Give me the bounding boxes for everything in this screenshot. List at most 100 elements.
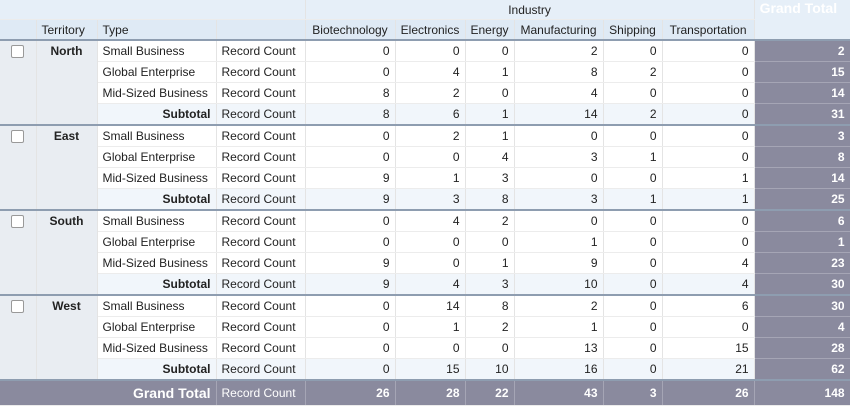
row-total: 1 [754, 231, 850, 253]
measure: Record Count [216, 379, 306, 406]
count: 1 [465, 103, 515, 126]
count: 10 [514, 273, 604, 296]
select-cell [0, 39, 37, 126]
row: East Small Business Record Count 0 2 1 0 0 0 3 [0, 124, 850, 211]
count: 1 [395, 167, 466, 189]
measure: Record Count [216, 209, 306, 232]
row: Grand Total Record Count 26 28 22 43 3 26 148 [0, 379, 850, 406]
select-cell [0, 124, 37, 211]
count: 0 [662, 82, 755, 104]
subtotal-label: Subtotal [97, 273, 217, 296]
count: 2 [465, 316, 515, 338]
row-total: 6 [754, 209, 850, 232]
header-blank [0, 0, 306, 20]
checkbox[interactable] [11, 130, 25, 143]
count: 0 [514, 209, 604, 232]
measure: Record Count [216, 316, 306, 338]
row: West Small Business Record Count 0 14 8 2 0 6 30 [0, 294, 850, 381]
count: 1 [662, 188, 755, 211]
count: 2 [465, 209, 515, 232]
row-total: 8 [754, 146, 850, 168]
count: 0 [603, 294, 663, 317]
count: 0 [662, 209, 755, 232]
count: 0 [603, 209, 663, 232]
count: 0 [662, 103, 755, 126]
count: 8 [305, 103, 396, 126]
row: Subtotal Record Count 9 4 3 10 0 4 30 [0, 273, 850, 296]
row: Mid-Sized Business Record Count 0 0 0 13 0 15 28 [0, 337, 850, 359]
count: 0 [603, 316, 663, 338]
count: 0 [662, 231, 755, 253]
row: Mid-Sized Business Record Count 8 2 0 4 0 0 14 [0, 82, 850, 104]
count: 1 [514, 231, 604, 253]
count: 0 [662, 146, 755, 168]
checkbox[interactable] [11, 215, 25, 228]
column-header: Transportation [662, 19, 755, 41]
measure: Record Count [216, 273, 306, 296]
count: 10 [465, 358, 515, 381]
count: 3 [514, 146, 604, 168]
row-total: 14 [754, 82, 850, 104]
count: 0 [465, 231, 515, 253]
count: 1 [514, 316, 604, 338]
type: Mid-Sized Business [97, 82, 217, 104]
count: 0 [465, 337, 515, 359]
row: Subtotal Record Count 9 3 8 3 1 1 25 [0, 188, 850, 211]
count: 1 [395, 316, 466, 338]
checkbox[interactable] [11, 45, 25, 58]
type: Small Business [97, 39, 217, 62]
column-total: 43 [514, 379, 604, 406]
count: 0 [395, 231, 466, 253]
column-total: 3 [603, 379, 663, 406]
count: 0 [603, 358, 663, 381]
row-total: 15 [754, 61, 850, 83]
count: 1 [603, 146, 663, 168]
type: Mid-Sized Business [97, 252, 217, 274]
count: 4 [395, 273, 466, 296]
territory: East [36, 124, 98, 211]
column-total: 28 [395, 379, 466, 406]
count: 3 [465, 273, 515, 296]
column-header: Shipping [603, 19, 663, 41]
count: 0 [305, 39, 396, 62]
count: 3 [395, 188, 466, 211]
count: 0 [514, 167, 604, 189]
row: South Small Business Record Count 0 4 2 0 0 0 6 [0, 209, 850, 296]
count: 0 [305, 124, 396, 147]
select-cell [0, 209, 37, 296]
subtotal-label: Subtotal [97, 103, 217, 126]
row-total: 31 [754, 103, 850, 126]
count: 0 [465, 39, 515, 62]
row-total: 2 [754, 39, 850, 62]
count: 4 [465, 146, 515, 168]
type: Global Enterprise [97, 61, 217, 83]
measure: Record Count [216, 124, 306, 147]
count: 0 [395, 39, 466, 62]
row-total: 28 [754, 337, 850, 359]
type: Global Enterprise [97, 231, 217, 253]
checkbox[interactable] [11, 300, 25, 313]
count: 21 [662, 358, 755, 381]
count: 14 [514, 103, 604, 126]
count: 0 [662, 61, 755, 83]
count: 6 [662, 294, 755, 317]
column-total: 26 [305, 379, 396, 406]
row: North Small Business Record Count 0 0 0 2 0 0 2 [0, 39, 850, 126]
measure: Record Count [216, 167, 306, 189]
count: 2 [395, 124, 466, 147]
row: Subtotal Record Count 8 6 1 14 2 0 31 [0, 103, 850, 126]
count: 4 [395, 61, 466, 83]
count: 2 [603, 103, 663, 126]
count: 0 [603, 82, 663, 104]
count: 2 [514, 39, 604, 62]
measure: Record Count [216, 103, 306, 126]
count: 0 [305, 316, 396, 338]
count: 8 [514, 61, 604, 83]
count: 0 [603, 39, 663, 62]
count: 9 [305, 167, 396, 189]
count: 0 [305, 146, 396, 168]
count: 4 [514, 82, 604, 104]
count: 0 [662, 316, 755, 338]
